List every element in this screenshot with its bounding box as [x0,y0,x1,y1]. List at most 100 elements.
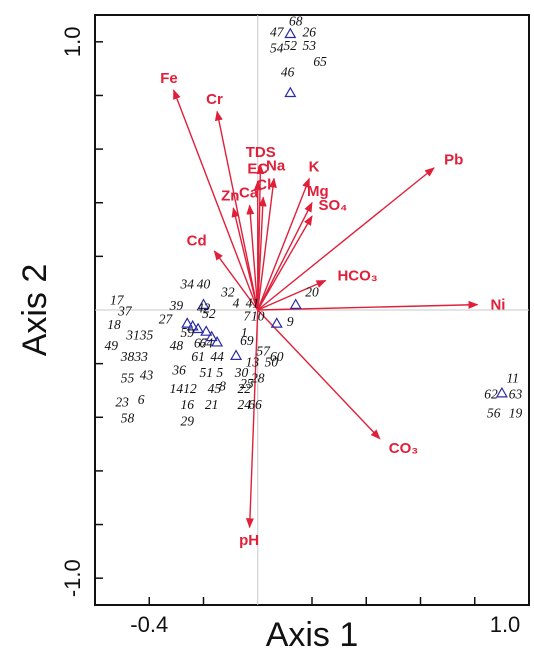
vector-ni [257,300,479,311]
site-label: 69 [240,333,254,348]
site-label: 49 [105,338,119,353]
vector-label-cr: Cr [206,91,223,108]
vector-label-co3: CO₃ [389,440,419,457]
vector-label-mg: Mg [307,183,329,200]
site-label: 31 [125,328,140,343]
site-label: 20 [305,285,319,300]
site-label: 8 [219,378,226,393]
site-label: 33 [133,349,148,364]
vector-label-ca: Ca [239,184,259,201]
vector-label-k: K [309,158,320,175]
site-label: 7 [244,309,252,324]
vector-hco3 [257,279,327,311]
site-label: 62 [484,387,498,402]
site-label: 10 [251,309,265,324]
site-point [284,27,297,39]
site-label: 63 [509,387,523,402]
site-point [197,298,210,309]
site-label: 4 [233,295,240,310]
site-label: 52 [202,306,216,321]
vector-label-so4: SO₄ [319,197,348,214]
site-label: 5 [216,365,223,380]
vector-zn [231,207,259,311]
site-label: 68 [289,14,303,29]
y-axis-title: Axis 2 [16,264,54,357]
site-label: 17 [110,293,125,308]
site-point [289,298,302,309]
vector-cd [213,250,259,311]
site-label: 42 [197,301,211,316]
vector-label-fe: Fe [160,70,178,87]
site-label: 36 [171,362,186,377]
site-label: 60 [270,349,284,364]
site-label: 28 [251,370,265,385]
site-label: 11 [506,370,519,385]
site-label: 57 [256,344,271,359]
site-label: 38 [120,349,135,364]
vector-label-ni: Ni [490,296,505,313]
site-label: 45 [208,381,222,396]
site-point [495,386,508,398]
site-label: 22 [237,381,251,396]
vector-ca [246,204,259,311]
site-label: 53 [303,38,317,53]
site-label: 19 [509,405,523,420]
site-label: 66 [248,397,262,412]
site-label: 23 [115,395,129,410]
site-label: 65 [313,54,327,69]
site-point [211,335,224,347]
site-point [270,317,283,328]
site-label: 43 [140,368,154,383]
site-label: 29 [180,413,194,428]
site-label: 56 [487,405,501,420]
site-label: 25 [240,376,254,391]
y-tick-label: 1.0 [60,27,85,58]
vector-k [257,177,310,311]
vector-fe [173,89,259,311]
site-label: 35 [139,328,154,343]
site-label: 37 [117,303,133,318]
site-label: 32 [220,285,235,300]
site-label: 67 [194,336,209,351]
site-label: 30 [234,365,249,380]
site-label: 9 [287,314,294,329]
vector-label-tds: TDS [246,144,276,161]
site-label: 41 [246,295,260,310]
site-label: 14 [170,381,184,396]
vector-label-na: Na [266,158,286,175]
site-label: 46 [281,65,295,80]
vector-label-ec: EC [247,160,268,177]
vector-co3 [257,309,381,440]
site-label: 61 [191,349,205,364]
site-point [186,319,199,331]
site-point [181,317,194,328]
site-label: 51 [199,365,213,380]
site-point [230,349,243,360]
site-label: 40 [197,277,211,292]
site-label: 48 [170,338,184,353]
site-label: 13 [246,354,260,369]
vector-label-ph: pH [239,532,259,549]
site-label: 27 [159,311,174,326]
vector-cl [257,196,267,311]
vector-label-cd: Cd [187,233,207,250]
site-label: 39 [169,298,184,313]
site-label: 58 [121,411,135,426]
site-label: 12 [183,381,197,396]
site-label: 1 [241,325,248,340]
site-label: 54 [270,41,284,56]
tick-labels: -0.4 1.0 1.0 -1.0 [60,27,520,637]
site-label: 64 [199,336,213,351]
vector-pb [257,167,435,311]
site-label: 18 [107,317,121,332]
site-label: 44 [210,349,224,364]
vector-label-pb: Pb [444,152,463,169]
y-tick-label: -1.0 [60,559,85,597]
x-axis-title: Axis 1 [266,616,359,653]
site-point [284,86,297,98]
site-label: 47 [270,24,285,39]
vector-label-zn: Zn [221,187,239,204]
